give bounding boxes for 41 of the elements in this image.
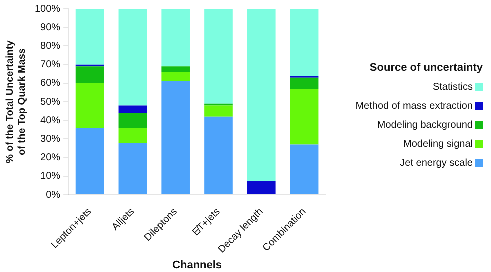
legend-label: Statistics bbox=[432, 82, 473, 93]
legend-label: Modeling signal bbox=[404, 139, 473, 150]
bar bbox=[162, 82, 190, 195]
bar bbox=[162, 72, 190, 82]
bar bbox=[118, 142, 148, 195]
y-tick-label: 40% bbox=[40, 115, 61, 126]
bar bbox=[290, 9, 319, 76]
legend-label: Modeling background bbox=[377, 120, 473, 131]
y-tick-label: 80% bbox=[40, 40, 61, 52]
legend-label: Method of mass extraction bbox=[356, 101, 473, 112]
legend-title: Source of uncertainty bbox=[368, 62, 483, 74]
bar bbox=[204, 9, 233, 104]
bar bbox=[76, 66, 104, 84]
bar bbox=[76, 83, 104, 128]
bar bbox=[162, 9, 190, 67]
y-tick-label: 90% bbox=[40, 22, 61, 34]
y-tick-label: 60% bbox=[40, 78, 61, 90]
y-tick-label: 10% bbox=[40, 171, 61, 182]
bar bbox=[290, 144, 319, 195]
bar bbox=[204, 116, 233, 195]
y-tick-label: 30% bbox=[40, 134, 61, 145]
x-axis-title: Channels bbox=[172, 259, 222, 272]
y-tick-label: 50% bbox=[40, 96, 61, 108]
bar bbox=[76, 9, 104, 65]
bar bbox=[76, 128, 104, 195]
y-tick-label: 0% bbox=[46, 190, 61, 201]
bar bbox=[162, 66, 190, 72]
bar bbox=[118, 106, 148, 114]
bar bbox=[247, 9, 276, 182]
y-tick-label: 20% bbox=[40, 152, 61, 164]
bar bbox=[290, 78, 319, 89]
y-tick-label: 70% bbox=[40, 60, 61, 71]
bar bbox=[118, 9, 148, 106]
bar bbox=[118, 113, 148, 128]
bar bbox=[204, 106, 233, 117]
bar bbox=[118, 128, 148, 143]
bar bbox=[247, 181, 276, 195]
y-axis-title: % of the Total Uncertainty of the Top Quark Mass bbox=[4, 40, 28, 164]
y-tick-label: 100% bbox=[35, 4, 61, 15]
legend-label: Jet energy scale bbox=[400, 158, 473, 169]
bar bbox=[290, 89, 319, 145]
